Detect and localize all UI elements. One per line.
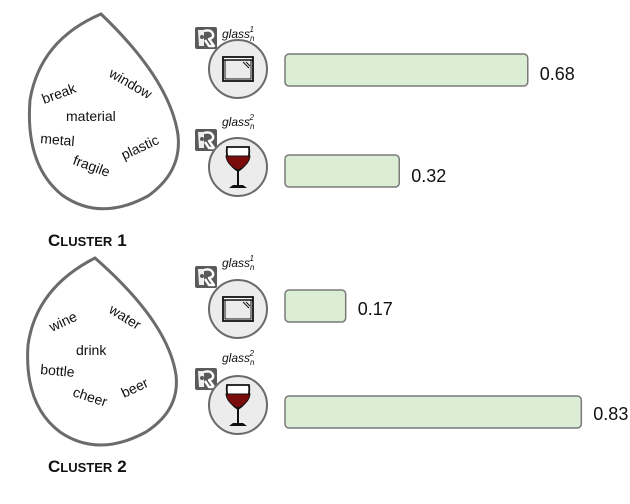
cluster-2-title: CLUSTER 2 (48, 457, 127, 476)
cluster-1-word-4: metal (40, 130, 75, 149)
cluster-1-sense-2-badge-icon (193, 127, 219, 153)
cluster-2-sense-2-badge-icon (193, 366, 219, 392)
cluster-1-sense-1-window-icon (222, 56, 254, 82)
cluster-2-drop-outline (26, 256, 178, 447)
cluster-1-sense-1-value: 0.68 (540, 64, 575, 84)
cluster-1-sense-1-label: glassn1 (222, 25, 255, 43)
cluster-2-sense-2-label: glassn2 (222, 349, 255, 367)
cluster-1-sense-2: glassn2 0.32 (193, 113, 446, 197)
cluster-1-sense-2-value: 0.32 (411, 166, 446, 186)
cluster-2-sense-1-value: 0.17 (358, 299, 393, 319)
cluster-1-word-3: material (66, 108, 116, 124)
cluster-1-sense-1-badge-icon (193, 25, 219, 51)
cluster-2-word-4: bottle (40, 361, 76, 380)
cluster-2-sense-1-label: glassn1 (222, 254, 255, 272)
cluster-2-sense-2-bar (284, 395, 583, 429)
cluster-1-sense-1-bar (284, 53, 529, 87)
cluster-2: wine water drink bottle cheer beer CLUST… (26, 254, 628, 476)
cluster-2-sense-1-window-icon (222, 296, 254, 322)
cluster-2-sense-1-badge-icon (193, 264, 219, 290)
cluster-1-sense-1: glassn1 0.68 (193, 25, 575, 99)
cluster-2-sense-1-bar (284, 289, 347, 323)
cluster-1-sense-2-bar (284, 154, 400, 188)
cluster-2-sense-2-value: 0.83 (593, 404, 628, 424)
cluster-1: break window material metal fragile plas… (27, 12, 575, 250)
cluster-2-sense-2: glassn2 0.83 (193, 349, 628, 435)
cluster-2-word-3: drink (76, 342, 107, 358)
cluster-2-sense-1: glassn1 0.17 (193, 254, 393, 339)
cluster-1-sense-2-label: glassn2 (222, 113, 255, 131)
cluster-1-drop-outline (27, 12, 180, 211)
cluster-1-title: CLUSTER 1 (48, 231, 127, 250)
